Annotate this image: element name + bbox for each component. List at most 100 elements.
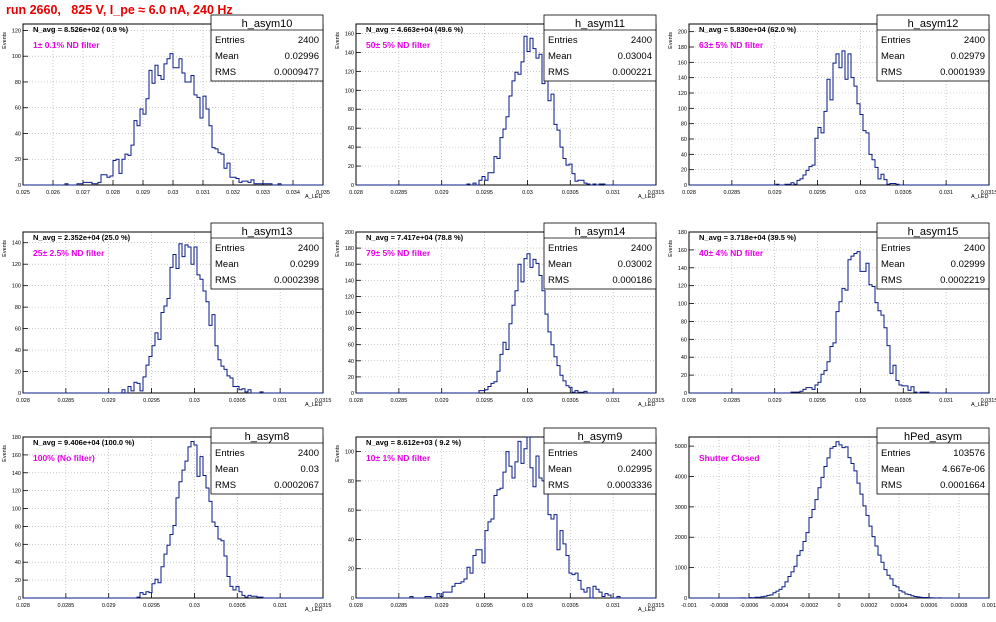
stats-label: Entries	[548, 243, 578, 254]
filter-label: 63± 5% ND filter	[699, 40, 764, 50]
y-tick-label: 100	[12, 54, 21, 60]
x-tick-label: 0.0305	[562, 398, 579, 404]
x-tick-label: 0.031	[606, 398, 620, 404]
histogram-panel-h_asym12: 0.028 0.0285 0.029 0.0295 0.03 0.0305 0.031 0.0…	[668, 14, 996, 200]
stats-box-title: h_asym15	[908, 226, 959, 238]
y-tick-label: 160	[345, 262, 354, 268]
y-tick-label: 40	[348, 359, 354, 365]
x-tick-label: 0.028	[682, 398, 696, 404]
filter-label: 79± 5% ND filter	[366, 248, 431, 258]
x-tick-label: 0.029	[768, 398, 782, 404]
histogram-line	[356, 35, 656, 186]
x-tick-label: -0.0004	[770, 603, 789, 609]
stats-value: 103576	[953, 448, 985, 459]
stats-value: 0.0009477	[274, 67, 319, 78]
x-tick-label: 0.0295	[143, 398, 160, 404]
y-tick-label: 140	[345, 50, 354, 56]
stats-label: RMS	[215, 275, 236, 286]
x-tick-label: 0.028	[349, 398, 363, 404]
filter-label: Shutter Closed	[699, 453, 759, 463]
stats-label: Entries	[881, 448, 911, 459]
x-tick-label: 0.03	[189, 603, 200, 609]
stats-value: 0.0001664	[940, 480, 985, 491]
stats-label: Mean	[881, 259, 905, 270]
y-tick-label: 4000	[675, 474, 687, 480]
y-tick-label: 5000	[675, 444, 687, 450]
x-tick-label: 0.0285	[723, 398, 740, 404]
y-tick-label: 120	[678, 91, 687, 97]
stats-label: Entries	[881, 35, 911, 46]
histogram-line	[23, 53, 323, 186]
y-tick-label: 60	[681, 337, 687, 343]
navg-label: N_avg = 7.417e+04 (78.8 %)	[366, 233, 464, 242]
x-axis-title: A_LED	[638, 402, 655, 408]
x-tick-label: -0.0002	[800, 603, 819, 609]
stats-box-title: hPed_asym	[904, 431, 962, 443]
x-tick-label: 0.0008	[951, 603, 968, 609]
stats-box: h_asym12 Entries 2400 Mean 0.02979 RMS 0.00019…	[876, 14, 990, 82]
stats-box-frame	[543, 427, 657, 495]
x-tick-label: 0.0315	[315, 603, 332, 609]
x-tick-label: 0.0295	[809, 398, 826, 404]
y-tick-label: 60	[15, 106, 21, 112]
y-tick-label: 180	[678, 45, 687, 51]
y-tick-label: 20	[681, 373, 687, 379]
stats-label: Mean	[881, 464, 905, 475]
y-tick-label: 20	[348, 164, 354, 170]
x-tick-label: 0.033	[256, 190, 270, 196]
x-tick-label: 0.028	[16, 398, 30, 404]
y-tick-label: 3000	[675, 505, 687, 511]
stats-box: h_asym13 Entries 2400 Mean 0.0299 RMS 0.000239…	[210, 222, 324, 290]
y-tick-label: 20	[15, 578, 21, 584]
x-tick-label: 0.0315	[981, 398, 996, 404]
navg-label: N_avg = 2.352e+04 (25.0 %)	[33, 233, 131, 242]
y-tick-label: 40	[15, 348, 21, 354]
y-tick-label: 100	[678, 106, 687, 112]
y-tick-label: 160	[678, 248, 687, 254]
x-tick-label: 0.028	[349, 190, 363, 196]
x-tick-label: 0.0285	[57, 398, 74, 404]
x-tick-label: 0.03	[189, 398, 200, 404]
x-tick-label: 0.029	[102, 398, 116, 404]
histogram-line	[356, 436, 656, 599]
y-tick-label: 180	[345, 246, 354, 252]
x-tick-label: 0.031	[273, 398, 287, 404]
x-tick-label: 0.0295	[809, 190, 826, 196]
y-tick-label: 100	[345, 311, 354, 317]
stats-label: Entries	[215, 448, 245, 459]
stats-label: Mean	[548, 464, 572, 475]
x-tick-label: 0.028	[349, 603, 363, 609]
x-tick-label: 0.0315	[648, 398, 665, 404]
y-tick-label: 140	[12, 241, 21, 247]
plot-frame	[22, 436, 324, 599]
stats-label: RMS	[548, 67, 569, 78]
y-tick-label: 100	[12, 284, 21, 290]
stats-label: Entries	[215, 243, 245, 254]
y-axis-title: Events	[2, 240, 8, 257]
plot-frame	[355, 436, 657, 599]
y-tick-label: 40	[15, 560, 21, 566]
y-tick-label: 120	[345, 69, 354, 75]
navg-label: N_avg = 3.718e+04 (39.5 %)	[699, 233, 797, 242]
y-tick-label: 20	[15, 157, 21, 163]
stats-label: Mean	[548, 51, 572, 62]
stats-box-frame	[543, 222, 657, 290]
stats-box-frame	[876, 222, 990, 290]
histogram-panel-h_asym15: 0.028 0.0285 0.029 0.0295 0.03 0.0305 0.031 0.0…	[668, 222, 996, 408]
y-tick-label: 60	[15, 327, 21, 333]
x-tick-label: 0.029	[102, 603, 116, 609]
stats-box-frame	[543, 14, 657, 82]
y-tick-label: 20	[681, 168, 687, 174]
stats-box-frame	[876, 14, 990, 82]
x-axis-title: A_LED	[305, 194, 322, 200]
x-tick-label: 0.03	[855, 190, 866, 196]
y-tick-label: 60	[681, 137, 687, 143]
x-tick-label: 0.027	[76, 190, 90, 196]
x-tick-label: 0.029	[768, 190, 782, 196]
x-tick-label: 0.029	[435, 190, 449, 196]
stats-value: 2400	[964, 35, 985, 46]
y-tick-label: 0	[18, 183, 21, 189]
y-tick-label: 20	[348, 375, 354, 381]
x-tick-label: 0.0305	[895, 398, 912, 404]
stats-label: RMS	[215, 480, 236, 491]
